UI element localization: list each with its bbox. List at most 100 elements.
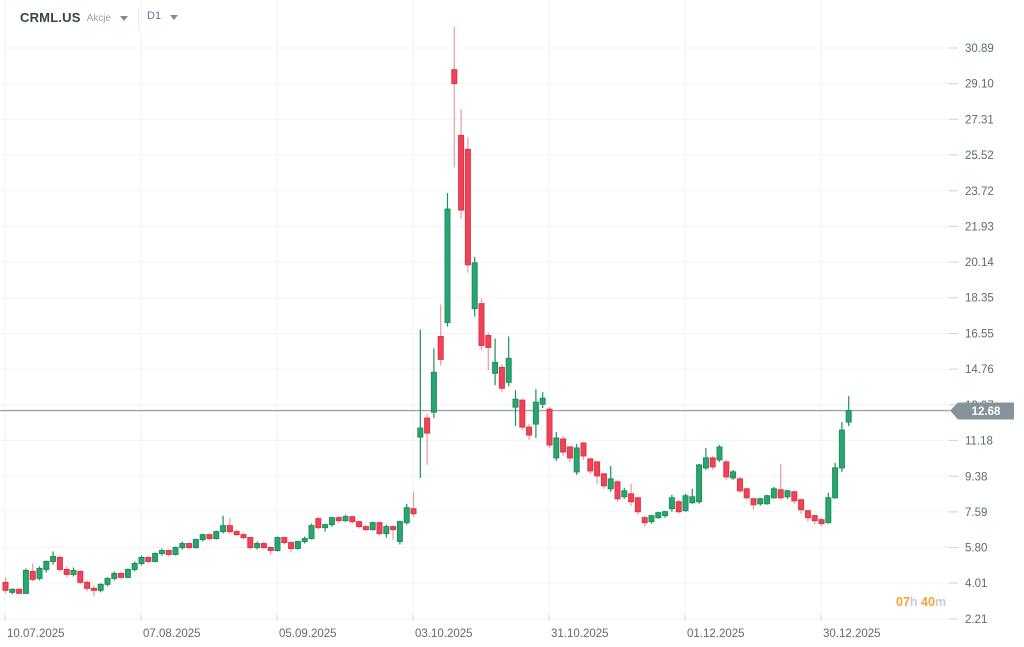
candle (240, 532, 247, 540)
candle-body (390, 526, 397, 531)
candle (124, 568, 131, 579)
candle (587, 457, 594, 474)
candle-body (716, 446, 723, 461)
candle (628, 483, 635, 506)
candle-body (444, 208, 451, 324)
candle (288, 541, 295, 553)
candle (648, 514, 655, 524)
candle (410, 491, 417, 517)
candle-body (594, 461, 601, 477)
chevron-down-icon (120, 16, 129, 21)
candle-body (22, 569, 29, 594)
candle (56, 555, 63, 572)
candle-body (532, 401, 539, 425)
candle-body (832, 467, 839, 499)
candle-body (662, 511, 669, 517)
price-tick-label: 21.93 (965, 221, 994, 233)
candle-body (546, 408, 553, 446)
price-tick-label: 25.52 (965, 150, 994, 162)
candle-body (158, 550, 165, 554)
candle-body (553, 437, 560, 459)
candle-body (315, 518, 322, 529)
candle (682, 493, 689, 512)
candle (750, 497, 757, 510)
candle (580, 442, 587, 460)
candle-body (152, 552, 159, 562)
candle (764, 494, 771, 505)
candle (696, 463, 703, 504)
candle-body (818, 519, 825, 525)
timeframe-selector[interactable]: D1 (147, 10, 179, 22)
candle-body (696, 464, 703, 503)
candle (607, 465, 614, 492)
symbol-selector[interactable]: CRML.US Akcje (20, 10, 129, 25)
candle (22, 568, 29, 595)
candle (614, 479, 621, 502)
candle-body (526, 426, 533, 436)
candle-body (464, 148, 471, 266)
candle (165, 549, 172, 557)
candle (213, 530, 220, 540)
candle (186, 542, 193, 550)
candle (356, 520, 363, 529)
price-scale[interactable]: 30.89 29.10 27.31 25.52 23.72 21.93 20.14 18.35… (949, 43, 994, 626)
candle (845, 396, 852, 427)
candle (376, 521, 383, 536)
candle-body (641, 517, 648, 524)
candle (172, 546, 179, 556)
candle-body (750, 498, 757, 506)
candle (743, 487, 750, 500)
candle (594, 460, 601, 484)
countdown-hours-unit: h (909, 595, 918, 609)
candle-body (383, 526, 390, 535)
candle (158, 548, 165, 556)
current-price-badge-shape (950, 402, 1014, 420)
candle-body (77, 570, 84, 583)
candle-body (56, 556, 63, 570)
instrument-type-label: Akcje (86, 13, 112, 24)
candle (553, 432, 560, 461)
candles-layer (2, 26, 852, 597)
candle (335, 515, 342, 523)
candle (424, 414, 431, 465)
candle-body (804, 510, 811, 519)
candle-body (512, 398, 519, 408)
symbol-label: CRML.US (20, 10, 81, 25)
candle-body (294, 541, 301, 550)
candle (825, 492, 832, 524)
time-scale[interactable]: 10.07.2025 07.08.2025 05.09.2025 03.10.2025… (4, 615, 881, 640)
candle (138, 555, 145, 566)
candle (349, 515, 356, 524)
candle-body (369, 522, 376, 531)
countdown-hours: 07 (896, 595, 910, 609)
candle (29, 563, 36, 582)
price-tick-label: 20.14 (965, 257, 994, 269)
candle-body (342, 516, 349, 522)
candle-body (430, 371, 437, 413)
candle-body (376, 522, 383, 535)
candle (716, 444, 723, 462)
candle (77, 570, 84, 585)
candle-body (247, 537, 254, 549)
candle (519, 398, 526, 431)
candle-body (539, 397, 546, 405)
candle (308, 523, 315, 540)
candle (689, 488, 696, 504)
candle (444, 193, 451, 327)
candle-body (485, 334, 492, 348)
candle (546, 407, 553, 448)
candle-body (362, 526, 369, 531)
candle-body (614, 481, 621, 500)
candle-body (573, 447, 580, 473)
candle (798, 498, 805, 514)
candle (621, 487, 628, 499)
candle (723, 459, 730, 480)
candle-body (410, 508, 417, 515)
candle-body (145, 556, 152, 562)
candle-body (90, 587, 97, 591)
candle-body (349, 516, 356, 523)
candle-body (118, 572, 125, 578)
candle-body (784, 490, 791, 498)
